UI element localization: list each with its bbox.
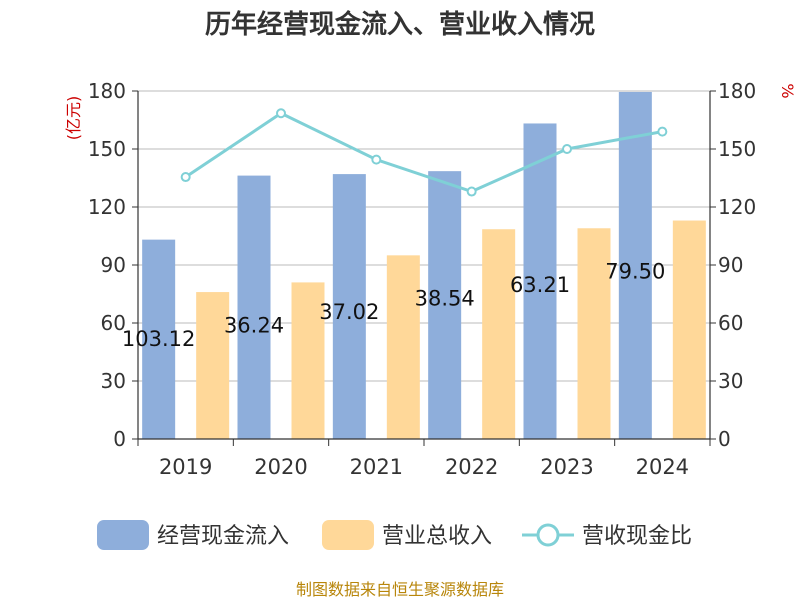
y-left-unit: (亿元) (64, 96, 83, 141)
y-right-tick-label: 120 (718, 195, 756, 219)
y-left-tick-label: 0 (113, 427, 126, 451)
bar-revenue (672, 220, 706, 439)
legend-item-cash-inflow[interactable]: 经营现金流入 (97, 520, 289, 550)
x-tick-label: 2024 (636, 455, 689, 479)
grid (132, 90, 716, 440)
y-right-tick-label: 90 (718, 253, 743, 277)
data-label-cash-inflow: 103.12 (122, 327, 195, 351)
bar-revenue (196, 292, 230, 439)
bars (142, 91, 706, 439)
y-right-tick-label: 180 (718, 79, 756, 103)
data-label-cash-inflow: 36.24 (224, 314, 284, 338)
y-left-tick-label: 60 (101, 311, 126, 335)
bar-revenue (482, 229, 516, 439)
y-left-tick-label: 30 (101, 369, 126, 393)
legend-label-ratio: 营收现金比 (582, 524, 692, 549)
x-tick-label: 2021 (350, 455, 403, 479)
x-tick-label: 2022 (445, 455, 498, 479)
y-right-tick-label: 150 (718, 137, 756, 161)
legend-swatch-revenue (322, 520, 374, 550)
y-right-unit: % (778, 83, 797, 98)
legend-item-ratio[interactable]: 营收现金比 (522, 523, 692, 549)
ratio-line-path (184, 111, 663, 194)
bar-cash-inflow (237, 175, 271, 439)
data-label-cash-inflow: 79.50 (605, 260, 665, 284)
legend: 经营现金流入 营业总收入 营收现金比 (97, 520, 692, 550)
y-left-tick-label: 150 (88, 137, 126, 161)
ratio-line (180, 108, 668, 197)
y-ticks: 0 0 30 30 60 60 90 90 120 120 150 150 180 180 (88, 79, 756, 451)
ratio-point (657, 126, 668, 137)
source-note: 制图数据来自恒生聚源数据库 (296, 580, 504, 599)
bar-cash-inflow (428, 171, 462, 439)
x-tick-label: 2019 (159, 455, 212, 479)
y-right-tick-label: 0 (718, 427, 731, 451)
bar-revenue (386, 255, 420, 439)
bar-cash-inflow (142, 239, 176, 439)
data-label-cash-inflow: 63.21 (510, 273, 570, 297)
legend-marker-ratio (536, 523, 560, 547)
y-left-tick-label: 180 (88, 79, 126, 103)
legend-label-revenue: 营业总收入 (382, 524, 492, 549)
y-right-tick-label: 30 (718, 369, 743, 393)
ratio-point (562, 144, 572, 154)
bar-cash-inflow (618, 91, 652, 439)
bar-cash-inflow (332, 174, 366, 439)
ratio-point (276, 108, 286, 119)
ratio-point (180, 172, 191, 183)
ratio-point (466, 186, 477, 197)
legend-item-revenue[interactable]: 营业总收入 (322, 520, 492, 550)
bar-revenue (291, 282, 325, 439)
legend-swatch-cash-inflow (97, 520, 149, 550)
y-left-tick-label: 120 (88, 195, 126, 219)
data-label-cash-inflow: 37.02 (319, 300, 379, 324)
x-ticks: 2019 2020 2021 2022 2023 2024 (137, 439, 711, 479)
y-right-tick-label: 60 (718, 311, 743, 335)
bar-revenue (577, 228, 611, 439)
x-tick-label: 2023 (540, 455, 593, 479)
chart-title: 历年经营现金流入、营业收入情况 (205, 9, 595, 40)
data-label-cash-inflow: 38.54 (415, 287, 475, 311)
bar-cash-inflow (523, 123, 557, 439)
data-labels: 103.12 36.24 37.02 38.54 63.21 79.50 (122, 260, 665, 352)
ratio-point (371, 154, 382, 165)
x-tick-label: 2020 (254, 455, 307, 479)
legend-label-cash-inflow: 经营现金流入 (157, 524, 289, 549)
y-left-tick-label: 90 (101, 253, 126, 277)
